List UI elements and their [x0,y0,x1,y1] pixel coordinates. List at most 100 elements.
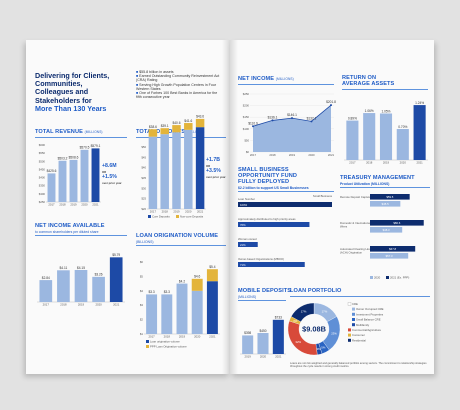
bar [160,128,169,135]
bar-value-label: $5.4 [209,265,215,269]
bar [370,253,409,259]
legend-swatch [386,276,389,279]
roaa-title-line: RETURN ON [342,75,377,81]
data-label: $136.1 [268,115,278,119]
slice-label: 17% [301,309,307,313]
y-tick-label: $50 [244,138,249,142]
x-tick-label: 2020 [185,210,192,214]
bar-value-label: $733 [275,316,282,320]
bar [370,194,410,200]
x-tick-label: 2019 [383,161,390,165]
legend-label: Investment Properties [356,312,384,316]
loan-origination-title: LOAN ORIGINATION VOLUME [136,233,219,239]
sbof-chart: Small Business Loan Number 100% Approximate… [238,194,333,267]
bar [370,220,424,226]
x-tick-label: 2017 [148,335,155,339]
category-label: Domestic & International [340,221,371,225]
loan-portfolio-rule [290,296,430,297]
legend-swatch [176,215,179,218]
x-tick-label: 2018 [59,203,66,207]
mobile-deposits-unit: (MILLIONS) [238,295,257,299]
legend-swatch [348,333,351,337]
bar [206,281,218,334]
revenue-title: TOTAL REVENUE (MILLIONS) [35,129,103,135]
x-tick-label: 2017 [43,303,50,307]
bar [191,278,203,291]
legend-swatch [352,323,355,327]
treasury-chart: Remote Deposit Capture $59.5 $45.5 Domestic… [340,194,424,280]
x-tick-label: 2017 [150,210,157,214]
x-tick-label: 2020 [400,161,407,165]
bar-value-label: $570.5 [80,146,90,150]
x-tick-label: 2018 [164,335,171,339]
net-income-rule [238,84,334,85]
bar-value-label: $39.1 [161,124,169,128]
slice-label: 32% [295,340,301,344]
y-tick-label: $20 [141,207,146,211]
deposits-stat-or: OR [206,163,211,168]
category-label: Automated Clearing House [340,247,374,251]
deposits-stat: +1.7B OR +3.5% over prior year [206,157,226,180]
y-tick-label: $500 [39,159,46,163]
loan-portfolio-title: LOAN PORTFOLIO [290,288,342,294]
y-tick-label: $5 [140,274,144,278]
bar-value-label: $579.1 [91,144,101,148]
bar [272,319,284,354]
bar [363,113,376,160]
bar-value-label: $48.3 [383,228,390,232]
x-tick-label: 2017 [250,153,257,157]
x-tick-label: 2018 [269,153,276,157]
bar [57,270,70,302]
legend-label: Residential [352,338,366,342]
intro-title-line: Stakeholders for [35,95,92,105]
data-point [291,117,293,120]
bar-value-label: $425.6 [47,169,57,173]
intro-title-line: Colleagues and [35,87,89,97]
right-page: NET INCOME (MILLIONS) $250 $200 $150 $100 $5… [230,40,434,374]
loan-origination-chart: $6 $5 $4 $3 $2 $1 $3.3 2017 $3.3 2018 $4.2 2019 $4.6… [140,260,220,349]
bar [238,242,258,247]
slice-label: 3% [293,319,298,323]
bar [184,129,193,209]
revenue-stat: +8.6M OR +1.5% over prior year [102,163,122,186]
bullet-text: Serving High Growth Population Centers i… [136,82,217,91]
bar-value-label: $398 [244,331,251,335]
mobile-deposits-chart: $398 2019 $450 2020 $733 2021 [240,316,286,359]
x-tick-label: 2021 [328,153,335,157]
bar-value-label: $57.3 [386,254,393,258]
legend-label: Owner Occupied CRE [356,307,384,311]
legend-label: Commercial/Agriculture [352,328,382,332]
loan-portfolio-footnote: Loans are not risk weighted and generall… [290,362,427,369]
y-tick-label: $4 [140,289,144,293]
bar [146,294,158,334]
intro-bullet-list: ■ $55.8 billion in assets ■ Earned Outst… [136,70,224,99]
intro-bullet: ■ Serving High Growth Population Centers… [136,82,217,91]
y-tick-label: $2 [140,318,144,322]
bar [370,246,416,252]
bar-value-label: $508.6 [69,156,79,160]
bar [148,129,158,137]
legend-label: 2021 (Ex. PPP) [390,276,409,280]
bar [74,269,88,302]
bar-value-label: 0.70% [398,125,407,129]
x-tick-label: 2020 [308,153,315,157]
category-label: Loan Number [238,197,255,201]
bar [242,335,254,354]
bar [39,280,53,302]
x-tick-label: 2021 [113,303,120,307]
bullet-text: Earned Outstanding Community Reinvestmen… [136,74,220,83]
bar-value-label: $40.6 [173,121,181,125]
net-income-available-title: NET INCOME AVAILABLE [35,223,105,229]
legend-swatch [146,345,149,348]
category-label-cont: (ACH) Origination [340,250,363,254]
sbof-subtitle: $2.2 billion to support US Small Busines… [238,186,309,190]
y-tick-label: $550 [39,151,46,155]
bar [91,148,100,202]
sbof-title-line: OPPORTUNITY FUND [238,173,297,180]
y-tick-label: $25 [141,197,146,201]
bar [238,222,310,227]
legend-label: Core Deposits [152,215,170,219]
bar [80,149,89,202]
